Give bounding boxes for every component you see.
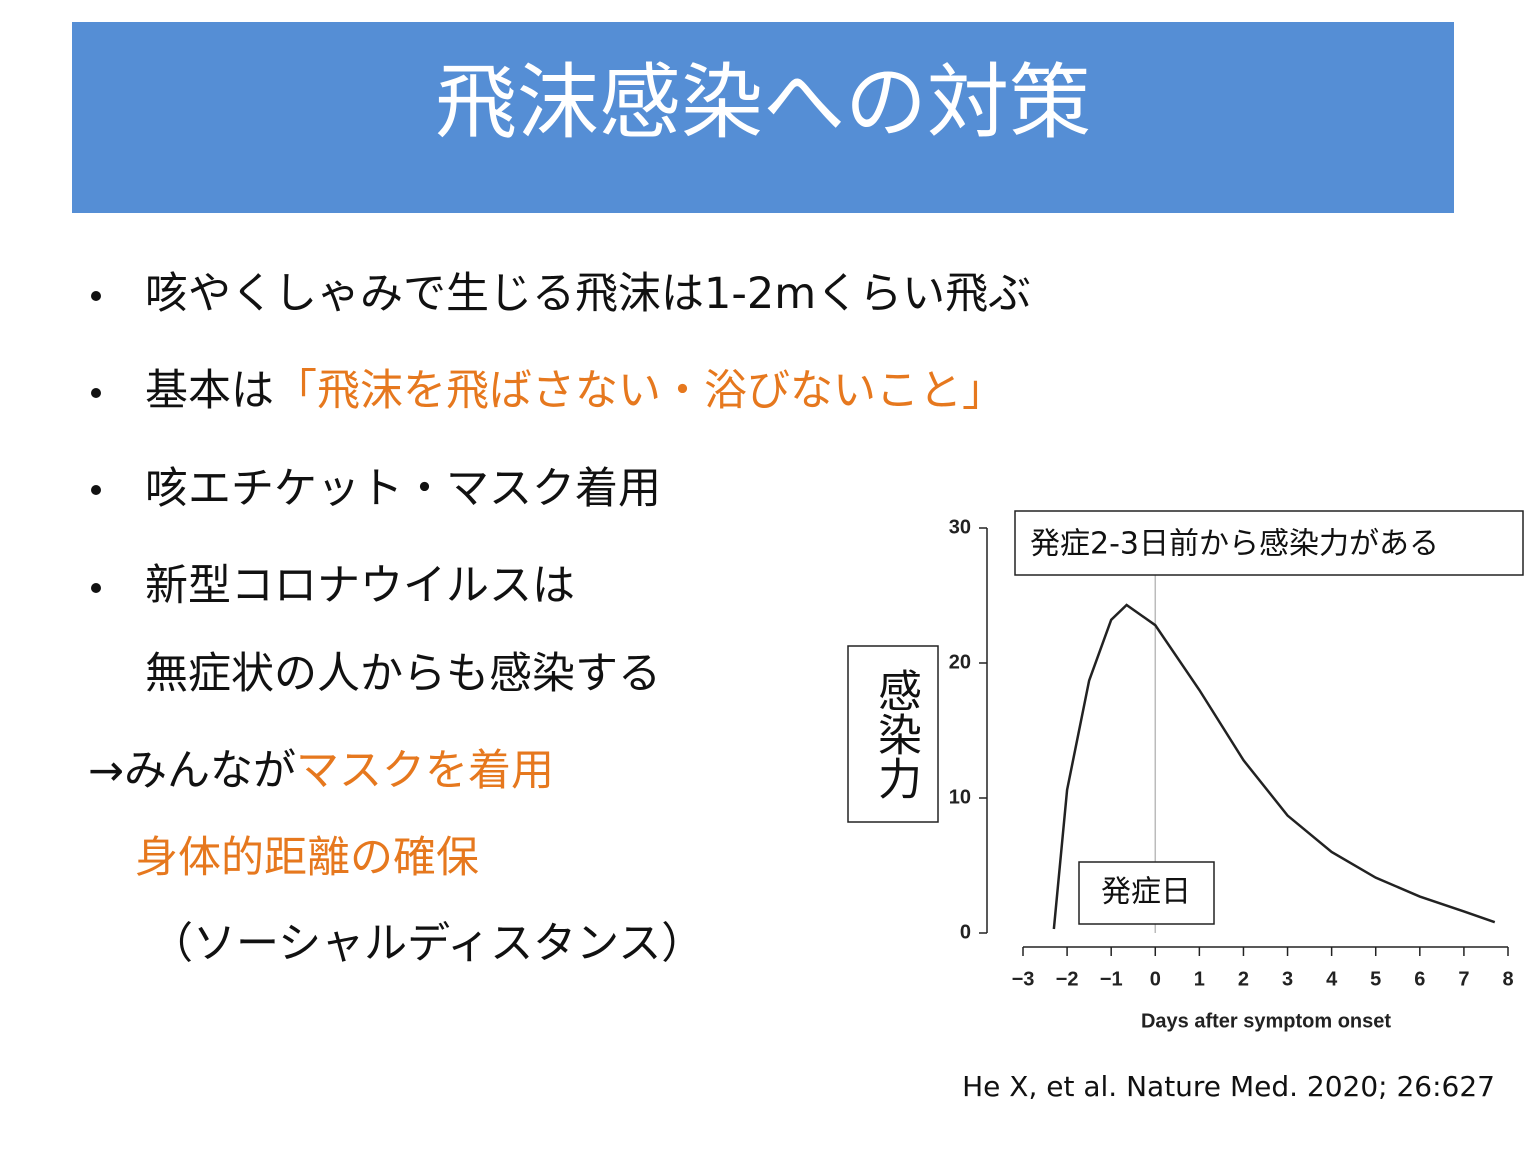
- y-tick-label: 0: [960, 921, 971, 943]
- y-tick-label: 10: [949, 786, 971, 808]
- x-tick-label: −1: [1100, 968, 1123, 990]
- x-tick-label: 3: [1282, 968, 1293, 990]
- y-tick-label: 20: [949, 651, 971, 673]
- body-line: 咳やくしゃみで生じる飛沫は1-2mくらい飛ぶ: [145, 269, 1031, 319]
- bullet: [91, 291, 101, 301]
- x-tick-label: 5: [1370, 968, 1381, 990]
- body-line: 身体的距離の確保: [135, 833, 479, 883]
- body-line: 基本は「飛沫を飛ばさない・浴びないこと」: [145, 366, 1005, 416]
- annotation: 発症日: [1101, 875, 1191, 910]
- bullet: [91, 388, 101, 398]
- title-bar: [72, 22, 1454, 213]
- annotation-box: [1014, 510, 1524, 576]
- body-line: →みんながマスクを着用: [88, 746, 554, 796]
- line-text: （ソーシャルディスタンス）: [150, 919, 704, 969]
- x-axis-label: Days after symptom onset: [1141, 1010, 1391, 1032]
- annotation: 発症2-3日前から感染力がある: [1030, 527, 1439, 562]
- line-highlight: 身体的距離の確保: [135, 833, 479, 883]
- x-tick-label: 2: [1238, 968, 1249, 990]
- line-text: 基本は: [145, 366, 274, 416]
- line-text: 咳やくしゃみで生じる飛沫は1-2mくらい飛ぶ: [145, 269, 1031, 319]
- x-tick-label: 7: [1458, 968, 1469, 990]
- bullet: [91, 485, 101, 495]
- y-label-box: [847, 645, 939, 823]
- line-text: 新型コロナウイルスは: [145, 561, 575, 611]
- bullet: [91, 583, 101, 593]
- x-tick-label: 8: [1502, 968, 1513, 990]
- x-tick-label: 4: [1326, 968, 1338, 990]
- line-text: →みんなが: [88, 746, 296, 796]
- annotation-box: [1078, 861, 1215, 925]
- line-text: 無症状の人からも感染する: [145, 649, 661, 699]
- citation: He X, et al. Nature Med. 2020; 26:627: [962, 1070, 1495, 1103]
- line-text: 咳エチケット・マスク着用: [145, 464, 661, 514]
- y-axis-label: 感染力: [870, 668, 921, 800]
- body-line: 無症状の人からも感染する: [145, 649, 661, 699]
- x-tick-label: −2: [1056, 968, 1079, 990]
- body-line: 咳エチケット・マスク着用: [145, 464, 661, 514]
- line-highlight: 「飛沫を飛ばさない・浴びないこと」: [274, 366, 1005, 416]
- body-line: 新型コロナウイルスは: [145, 561, 575, 611]
- chart: 感染力 Days after symptom onset: [847, 645, 1391, 1032]
- data-line: [1052, 603, 1496, 930]
- x-tick-label: 1: [1194, 968, 1205, 990]
- body-line: （ソーシャルディスタンス）: [150, 919, 704, 969]
- x-tick-label: −3: [1012, 968, 1035, 990]
- line-highlight: マスクを着用: [296, 746, 554, 796]
- y-tick-label: 30: [949, 516, 971, 538]
- x-tick-label: 6: [1414, 968, 1425, 990]
- title: 飛沫感染への対策: [435, 55, 1091, 150]
- x-tick-label: 0: [1150, 968, 1161, 990]
